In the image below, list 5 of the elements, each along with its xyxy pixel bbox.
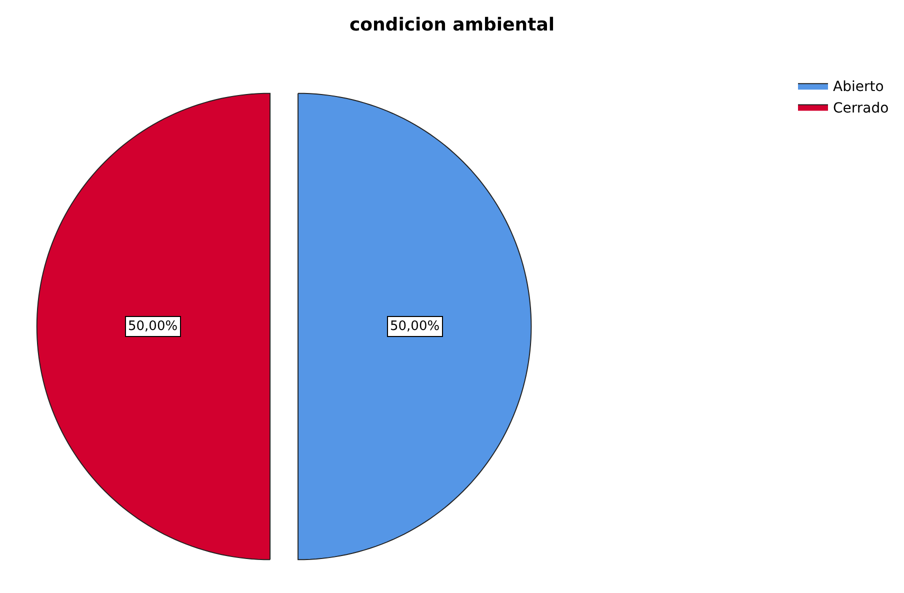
data-label: 50,00%: [128, 319, 178, 334]
legend-label: Abierto: [833, 79, 884, 96]
data-label: 50,00%: [390, 319, 440, 334]
legend-label: Cerrado: [833, 100, 889, 116]
chart-title: condicion ambiental: [349, 14, 555, 36]
